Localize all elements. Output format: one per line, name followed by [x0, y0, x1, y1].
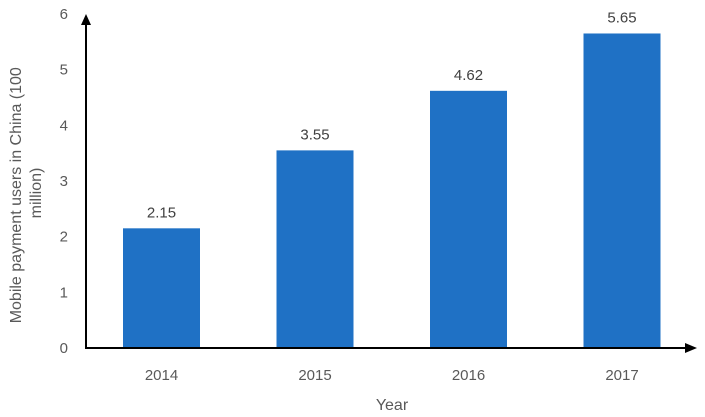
- data-label: 3.55: [300, 126, 329, 143]
- y-tick-label: 2: [60, 229, 68, 246]
- data-labels-layer: 2.15 3.55 4.62 5.65: [147, 9, 637, 221]
- x-tick-label: 2014: [145, 367, 178, 384]
- y-tick-label: 1: [60, 284, 68, 301]
- x-axis-arrowhead: [685, 343, 697, 353]
- y-axis-title-line-2: million): [28, 168, 45, 219]
- bar: [583, 33, 661, 348]
- y-axis-title-line-1: Mobile payment users in China (100: [8, 67, 25, 323]
- data-label: 5.65: [607, 9, 636, 26]
- bar: [123, 228, 200, 348]
- y-axis-arrowhead: [81, 14, 91, 25]
- x-axis-title: Year: [376, 397, 409, 414]
- bar: [276, 150, 354, 348]
- x-tick-label: 2015: [298, 367, 331, 384]
- bars-layer: [123, 33, 661, 348]
- y-tick-label: 4: [60, 117, 68, 134]
- data-label: 2.15: [147, 204, 176, 221]
- y-tick-label: 6: [60, 6, 68, 23]
- x-tick-label: 2016: [452, 367, 485, 384]
- y-tick-label: 3: [60, 173, 68, 190]
- x-tick-labels: 2014 2015 2016 2017: [145, 367, 639, 384]
- y-axis-title: Mobile payment users in China (100 milli…: [8, 63, 45, 324]
- y-tick-label: 0: [60, 340, 68, 357]
- data-label: 4.62: [454, 67, 483, 84]
- x-tick-label: 2017: [605, 367, 638, 384]
- y-tick-labels: 0 1 2 3 4 5 6: [60, 6, 68, 357]
- y-tick-label: 5: [60, 62, 68, 79]
- bar: [430, 90, 507, 348]
